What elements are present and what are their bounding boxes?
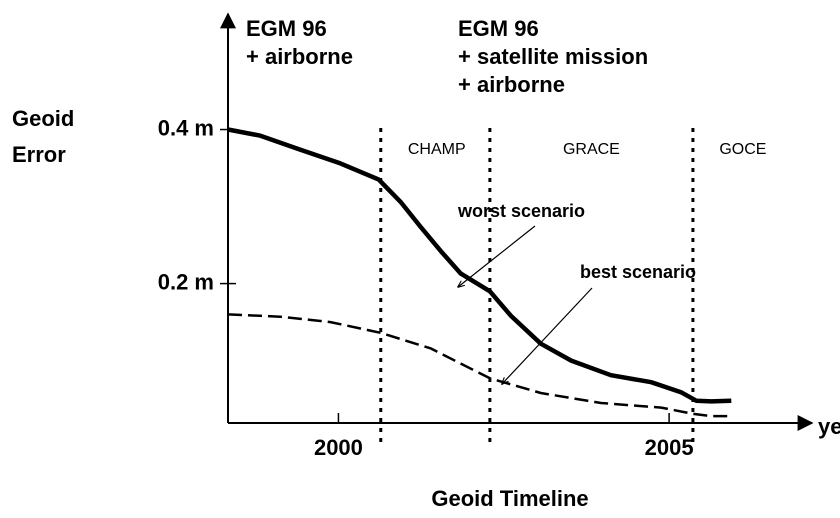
period-label: GOCE [719,141,766,158]
y-tick-label: 0.2 m [158,269,214,294]
y-axis-label: Geoid [12,106,74,131]
annotation: + airborne [458,72,565,97]
series-line [227,127,732,404]
label-arrow [458,225,536,287]
series-line [227,313,732,418]
series-label: worst scenario [457,201,585,221]
series-label: best scenario [580,262,696,282]
annotation: EGM 96 [458,16,539,41]
x-tick-label: 2005 [645,435,694,460]
annotation: + airborne [246,44,353,69]
period-label: CHAMP [408,141,466,158]
x-tick-label: 2000 [314,435,363,460]
annotation: + satellite mission [458,44,648,69]
x-axis-unit: year [818,414,840,439]
period-label: GRACE [563,141,620,158]
y-tick-label: 0.4 m [158,115,214,140]
x-axis-label: Geoid Timeline [431,486,588,511]
y-axis-label: Error [12,142,66,167]
annotation: EGM 96 [246,16,327,41]
label-arrow [502,287,593,384]
